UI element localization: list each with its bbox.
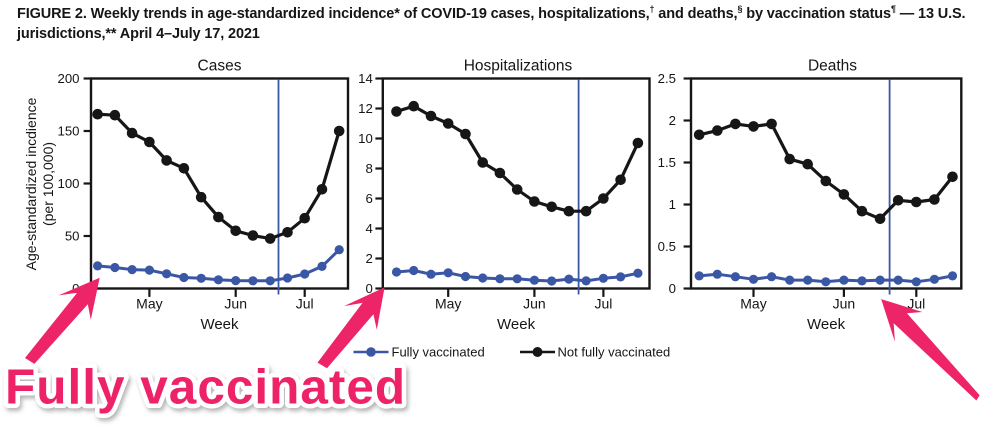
svg-text:6: 6	[365, 191, 372, 206]
svg-text:Jul: Jul	[907, 296, 925, 312]
svg-text:200: 200	[57, 71, 79, 86]
svg-text:2: 2	[669, 113, 676, 128]
svg-text:2: 2	[365, 251, 372, 266]
svg-text:2.5: 2.5	[658, 71, 676, 86]
svg-text:Jul: Jul	[594, 296, 612, 312]
svg-text:Cases: Cases	[198, 58, 242, 75]
svg-text:0: 0	[365, 281, 372, 296]
svg-text:Week: Week	[807, 316, 846, 333]
svg-text:Hospitalizations: Hospitalizations	[464, 58, 573, 75]
svg-text:100: 100	[57, 176, 79, 191]
svg-text:May: May	[740, 296, 766, 312]
svg-text:50: 50	[65, 229, 80, 244]
svg-text:1: 1	[669, 197, 676, 212]
svg-text:Deaths: Deaths	[808, 58, 857, 75]
svg-text:May: May	[435, 296, 461, 312]
svg-text:Fully vaccinated: Fully vaccinated	[392, 345, 485, 360]
svg-text:Jun: Jun	[224, 296, 247, 312]
svg-text:4: 4	[365, 221, 372, 236]
svg-text:10: 10	[358, 131, 373, 146]
svg-text:0.5: 0.5	[658, 239, 676, 254]
svg-text:May: May	[136, 296, 162, 312]
svg-text:12: 12	[358, 101, 373, 116]
svg-text:1.5: 1.5	[658, 155, 676, 170]
svg-text:8: 8	[365, 161, 372, 176]
svg-text:Week: Week	[200, 316, 239, 333]
svg-text:Jul: Jul	[296, 296, 314, 312]
svg-text:Not fully vaccinated: Not fully vaccinated	[558, 345, 671, 360]
svg-text:0: 0	[669, 281, 676, 296]
svg-text:150: 150	[57, 124, 79, 139]
svg-text:14: 14	[358, 71, 373, 86]
svg-text:Jun: Jun	[833, 296, 856, 312]
svg-text:Jun: Jun	[523, 296, 546, 312]
svg-text:Week: Week	[497, 316, 536, 333]
svg-text:Fully vaccinated: Fully vaccinated	[5, 360, 406, 415]
